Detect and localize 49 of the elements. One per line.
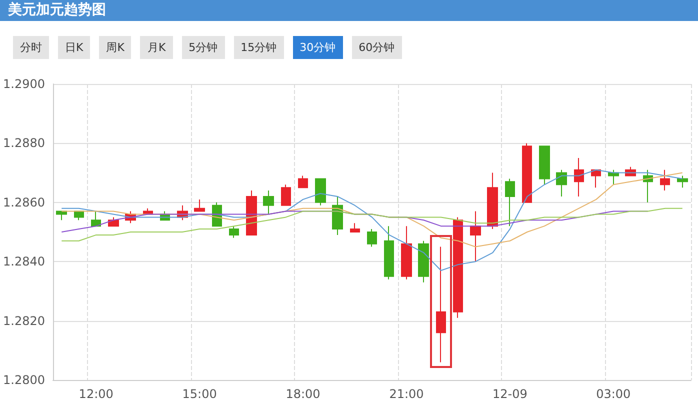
- candlestick: [246, 190, 257, 236]
- candlestick: [367, 228, 377, 248]
- candlestick: [418, 240, 429, 283]
- candlestick: [194, 198, 205, 212]
- chart-title: 美元加元趋势图: [0, 0, 698, 21]
- candlestick: [315, 178, 326, 206]
- candlestick: [470, 210, 481, 262]
- candlestick: [522, 142, 532, 203]
- text: 5分钟: [182, 36, 225, 59]
- candlestick: [91, 210, 101, 227]
- candlestick: [677, 175, 688, 188]
- text: 60分钟: [352, 36, 402, 59]
- candlestick: [384, 226, 394, 280]
- y-tick-label: 1.2800: [3, 373, 45, 387]
- candlestick: [539, 146, 550, 186]
- candlestick: [505, 178, 515, 227]
- candlestick: [229, 226, 239, 238]
- line-series: [61, 208, 683, 242]
- candlestick: [108, 216, 119, 227]
- candlestick: [401, 226, 412, 280]
- candlestick: [298, 175, 308, 188]
- candlestick: [660, 169, 670, 192]
- candlestick: [574, 158, 584, 197]
- x-tick-label: 15:00: [182, 387, 217, 401]
- line-series: [61, 169, 683, 271]
- y-tick-label: 1.2900: [3, 77, 45, 91]
- candlestick: [487, 172, 498, 230]
- text: 日K: [58, 36, 90, 59]
- x-tick-label: 18:00: [286, 387, 320, 401]
- candlestick: [281, 184, 291, 206]
- text: 30分钟: [292, 36, 343, 59]
- text: 15分钟: [234, 36, 284, 59]
- x-tick-label: 12:00: [78, 387, 114, 401]
- text: 月K: [140, 36, 173, 59]
- y-tick-label: 1.2860: [3, 195, 45, 210]
- candlestick: [453, 216, 463, 318]
- x-tick-label: 12-09: [492, 387, 528, 401]
- y-tick-label: 1.2820: [3, 314, 45, 328]
- x-tick-label: 21:00: [389, 387, 424, 401]
- candlestick: [556, 169, 567, 197]
- y-tick-label: 1.2840: [3, 254, 45, 269]
- candlestick: [332, 196, 343, 236]
- y-tick-label: 1.2880: [3, 136, 45, 150]
- x-tick-label: 03:00: [596, 387, 631, 401]
- text: 周K: [99, 36, 132, 59]
- candlestick: [350, 222, 360, 232]
- candlestick: [436, 246, 446, 363]
- candlestick: [263, 190, 274, 215]
- text: 分时: [13, 36, 49, 59]
